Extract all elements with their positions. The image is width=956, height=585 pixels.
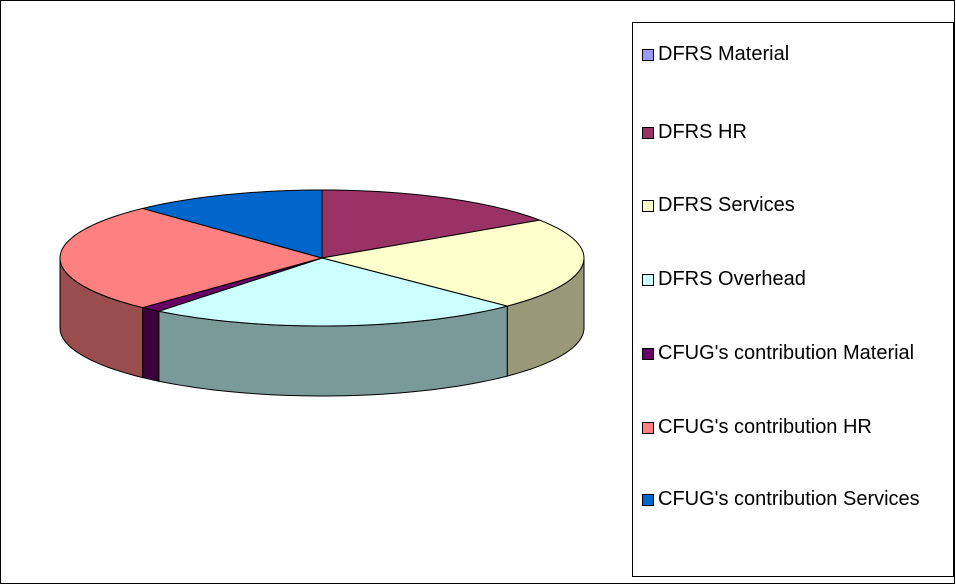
pie-side bbox=[142, 306, 160, 382]
legend-label: CFUG's contribution HR bbox=[658, 416, 872, 438]
legend-swatch bbox=[642, 494, 654, 506]
pie-slice bbox=[142, 189, 323, 259]
pie-slice bbox=[156, 257, 508, 327]
legend-swatch bbox=[642, 274, 654, 286]
legend-label: CFUG's contribution Material bbox=[658, 342, 915, 364]
pie-slice bbox=[59, 207, 324, 309]
legend-item: CFUG's contribution Services bbox=[642, 487, 954, 511]
legend-item: DFRS Services bbox=[642, 193, 954, 217]
legend-label: DFRS Overhead bbox=[658, 268, 806, 290]
legend-item: DFRS Material bbox=[642, 42, 954, 66]
legend-swatch bbox=[642, 200, 654, 212]
legend-item: CFUG's contribution Material bbox=[642, 341, 954, 365]
legend-label: CFUG's contribution Services bbox=[658, 488, 920, 510]
legend-swatch bbox=[642, 348, 654, 360]
legend-item: CFUG's contribution HR bbox=[642, 415, 954, 439]
legend-label: DFRS Services bbox=[658, 194, 795, 216]
legend-item: DFRS HR bbox=[642, 120, 954, 144]
legend-swatch bbox=[642, 127, 654, 139]
legend-swatch bbox=[642, 49, 654, 61]
legend-item: DFRS Overhead bbox=[642, 267, 954, 291]
pie-slice bbox=[321, 189, 542, 259]
legend-label: DFRS Material bbox=[658, 43, 790, 65]
pie-slice bbox=[321, 219, 585, 307]
legend-label: DFRS HR bbox=[658, 121, 747, 143]
legend: DFRS Material DFRS HR DFRS Services DFRS Ov… bbox=[632, 22, 954, 577]
legend-swatch bbox=[642, 422, 654, 434]
